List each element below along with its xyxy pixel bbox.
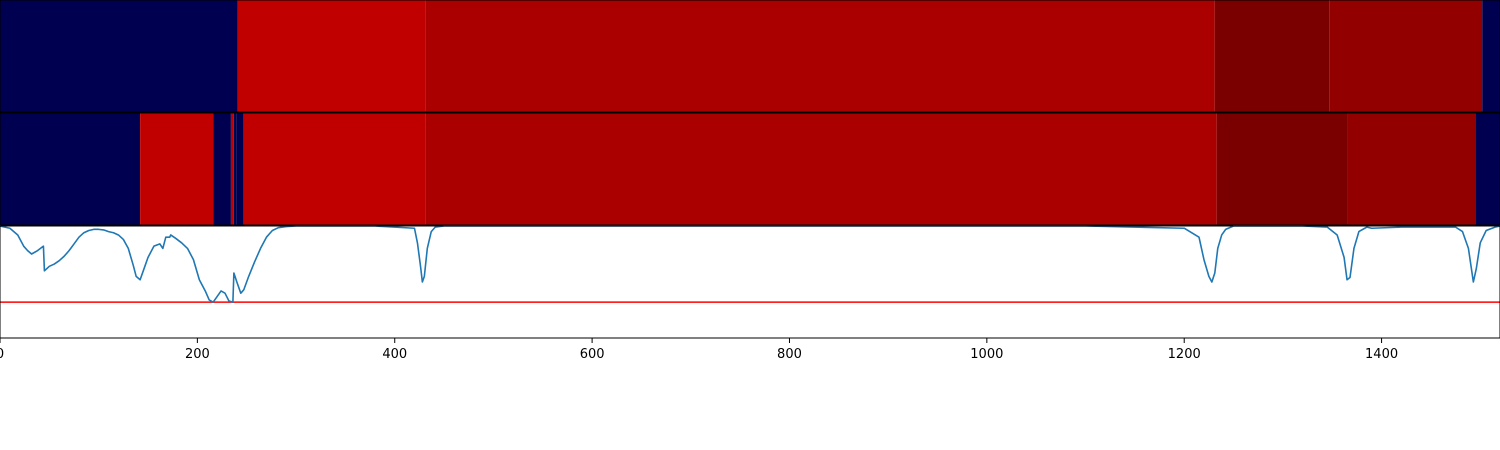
x-tick-label-3: 600 xyxy=(580,347,605,362)
segment-row1-0 xyxy=(0,0,238,112)
segment-row2-1 xyxy=(140,113,214,225)
signal-line xyxy=(0,225,1500,303)
x-tick-label-0: 0 xyxy=(0,347,4,362)
segment-row2-frame xyxy=(0,112,1500,226)
segment-row1-5 xyxy=(1482,0,1500,112)
segment-row1-3 xyxy=(1214,0,1330,112)
segment-row2-0 xyxy=(0,113,141,225)
segment-row2-9 xyxy=(1347,113,1476,225)
segment-row1-frame xyxy=(0,0,1500,113)
x-tick-label-1: 200 xyxy=(185,347,210,362)
line-panel xyxy=(0,225,1500,339)
segment-row1-4 xyxy=(1329,0,1483,112)
segment-row2-2 xyxy=(213,113,231,225)
segment-row2-10 xyxy=(1475,113,1500,225)
segment-row2-7 xyxy=(425,113,1217,225)
segment-row2-5 xyxy=(236,113,244,225)
segment-row2-4 xyxy=(233,113,237,225)
x-tick-label-5: 1000 xyxy=(970,347,1003,362)
x-axis: 0 200 400 600 800 1000 1200 1400 xyxy=(0,338,1398,362)
x-tick-label-2: 400 xyxy=(382,347,407,362)
x-tick-label-7: 1400 xyxy=(1365,347,1398,362)
segment-row2-6 xyxy=(243,113,426,225)
segment-row1-1 xyxy=(237,0,426,112)
x-tick-label-4: 800 xyxy=(777,347,802,362)
line-panel-frame xyxy=(0,225,1500,339)
segment-row1-2 xyxy=(425,0,1215,112)
segment-row-1 xyxy=(0,0,1500,113)
segment-row-2 xyxy=(0,112,1500,226)
segment-row2-8 xyxy=(1216,113,1348,225)
line-panel-background xyxy=(0,226,1500,338)
x-tick-label-6: 1200 xyxy=(1168,347,1201,362)
segment-row2-3 xyxy=(230,113,234,225)
